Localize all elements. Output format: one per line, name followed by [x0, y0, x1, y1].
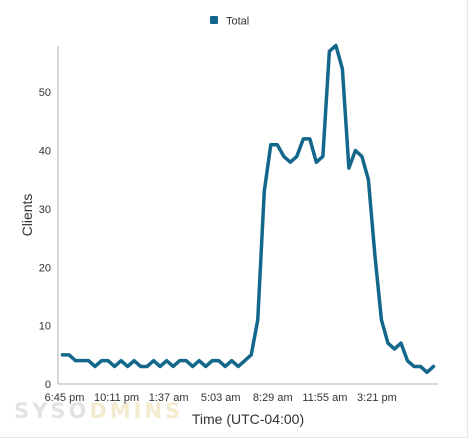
- data-point[interactable]: [118, 358, 124, 364]
- data-point[interactable]: [339, 66, 345, 72]
- data-point[interactable]: [157, 363, 163, 369]
- y-tick-label: 0: [45, 379, 51, 391]
- data-point[interactable]: [378, 317, 384, 323]
- data-point[interactable]: [385, 340, 391, 346]
- data-point[interactable]: [183, 358, 189, 364]
- x-axis-ticks: 6:45 pm 10:11 pm 1:37 am 5:03 am 8:29 am 11:5…: [45, 392, 397, 404]
- data-point[interactable]: [164, 358, 170, 364]
- data-point[interactable]: [73, 358, 79, 364]
- data-point[interactable]: [326, 48, 332, 54]
- legend-label-total: Total: [226, 16, 249, 28]
- data-point[interactable]: [398, 340, 404, 346]
- watermark-text-part2: DMINS: [89, 399, 183, 423]
- y-tick-label: 10: [39, 321, 51, 333]
- chart-legend[interactable]: Total: [210, 16, 249, 28]
- data-point[interactable]: [333, 43, 339, 49]
- watermark-text-part1: SYSO: [14, 399, 89, 423]
- x-tick-label: 11:55 am: [302, 392, 347, 404]
- data-point[interactable]: [255, 317, 261, 323]
- data-point[interactable]: [372, 253, 378, 259]
- data-point[interactable]: [99, 358, 105, 364]
- data-point[interactable]: [391, 346, 397, 352]
- data-point[interactable]: [365, 177, 371, 183]
- data-point[interactable]: [66, 352, 72, 358]
- y-tick-label: 40: [39, 146, 51, 158]
- data-point[interactable]: [268, 142, 274, 148]
- data-point[interactable]: [313, 159, 319, 165]
- data-point[interactable]: [92, 363, 98, 369]
- data-point[interactable]: [294, 153, 300, 159]
- data-point[interactable]: [404, 358, 410, 364]
- x-tick-label: 5:03 am: [201, 392, 241, 404]
- data-point[interactable]: [79, 358, 85, 364]
- data-point[interactable]: [60, 352, 66, 358]
- data-point[interactable]: [320, 153, 326, 159]
- x-tick-label: 3:21 pm: [357, 392, 397, 404]
- data-point[interactable]: [417, 363, 423, 369]
- data-point[interactable]: [307, 136, 313, 142]
- data-point[interactable]: [229, 358, 235, 364]
- data-point[interactable]: [242, 358, 248, 364]
- data-point[interactable]: [300, 136, 306, 142]
- data-point[interactable]: [131, 358, 137, 364]
- data-point[interactable]: [170, 363, 176, 369]
- data-point[interactable]: [177, 358, 183, 364]
- data-point[interactable]: [281, 153, 287, 159]
- data-point[interactable]: [274, 142, 280, 148]
- data-point[interactable]: [196, 358, 202, 364]
- legend-swatch: [210, 16, 218, 24]
- series-line-total[interactable]: [60, 43, 436, 375]
- data-point[interactable]: [216, 358, 222, 364]
- data-point[interactable]: [235, 363, 241, 369]
- x-tick-label: 1:37 am: [149, 392, 189, 404]
- data-point[interactable]: [190, 363, 196, 369]
- data-point[interactable]: [352, 148, 358, 154]
- x-tick-label: 6:45 pm: [45, 392, 85, 404]
- data-point[interactable]: [125, 363, 131, 369]
- y-axis-title: Clients: [19, 194, 35, 237]
- data-point[interactable]: [261, 188, 267, 194]
- data-point[interactable]: [138, 363, 144, 369]
- data-point[interactable]: [112, 363, 118, 369]
- data-point[interactable]: [424, 369, 430, 375]
- x-tick-label: 10:11 pm: [94, 392, 139, 404]
- series-layer: [60, 43, 437, 375]
- data-point[interactable]: [209, 358, 215, 364]
- watermark-logo: SYSODMINS: [14, 399, 183, 423]
- data-point[interactable]: [287, 159, 293, 165]
- y-tick-label: 30: [39, 204, 51, 216]
- data-point[interactable]: [248, 352, 254, 358]
- data-point[interactable]: [431, 363, 437, 369]
- y-tick-label: 50: [39, 87, 51, 99]
- data-point[interactable]: [346, 165, 352, 171]
- y-tick-label: 20: [39, 262, 51, 274]
- data-point[interactable]: [105, 358, 111, 364]
- x-axis-title: Time (UTC-04:00): [192, 411, 304, 427]
- data-point[interactable]: [86, 358, 92, 364]
- data-point[interactable]: [203, 363, 209, 369]
- y-axis-ticks: 0 10 20 30 40 50: [39, 87, 51, 391]
- x-tick-label: 8:29 am: [253, 392, 293, 404]
- data-point[interactable]: [151, 358, 157, 364]
- data-point[interactable]: [411, 363, 417, 369]
- data-point[interactable]: [222, 363, 228, 369]
- data-point[interactable]: [144, 363, 150, 369]
- data-point[interactable]: [359, 153, 365, 159]
